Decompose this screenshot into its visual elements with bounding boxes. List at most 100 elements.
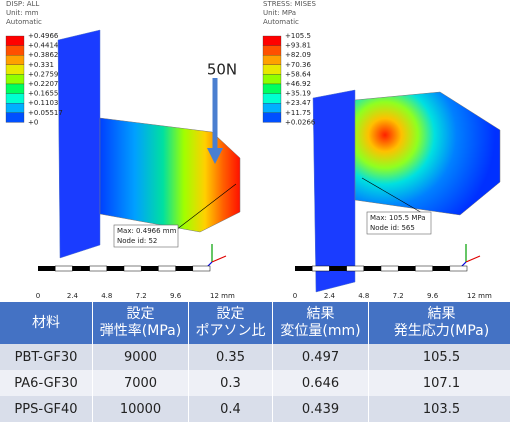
- legend-swatch: [5, 64, 25, 75]
- scale-label: 0: [36, 292, 40, 300]
- legend-swatch: [5, 112, 25, 123]
- header-row: 材料 設定 弾性率(MPa) 設定 ポアソン比 結果 変位量(mm) 結果 発生応力(MPa): [0, 302, 510, 344]
- table-row: PPS-GF40 10000 0.4 0.439 103.5: [0, 396, 510, 422]
- table-cell: PPS-GF40: [0, 396, 93, 422]
- header-line: 変位量(mm): [280, 323, 361, 339]
- legend-label: +0.1655: [28, 90, 58, 98]
- scale-segment: [363, 266, 381, 271]
- legend-label: +11.75: [285, 109, 311, 117]
- callout-box: [366, 211, 432, 235]
- scale-label: 7.2: [393, 292, 404, 300]
- legend-label: +0.331: [28, 61, 54, 69]
- legend-swatch: [5, 74, 25, 85]
- scale-segment: [432, 266, 450, 271]
- view-header: Automatic: [263, 18, 299, 26]
- table-cell: 105.5: [368, 344, 510, 370]
- legend-label: +58.64: [285, 70, 311, 78]
- scale-segment: [192, 265, 211, 272]
- load-arrow-head: [207, 148, 223, 164]
- table-row: PBT-GF30 9000 0.35 0.497 105.5: [0, 344, 510, 370]
- header-line: ポアソン比: [195, 323, 266, 339]
- table-cell: 103.5: [368, 396, 510, 422]
- scale-segment: [158, 265, 176, 272]
- legend-label: +0.1103: [28, 99, 58, 107]
- legend-label: +70.36: [285, 61, 311, 69]
- fea-part: [354, 91, 501, 216]
- legend-label: +0.3862: [28, 51, 58, 59]
- header-line: 発生応力(MPa): [393, 323, 490, 339]
- callout-text: Node id: 52: [117, 237, 157, 245]
- legend-swatch: [5, 83, 25, 94]
- header-line: 弾性率(MPa): [99, 323, 182, 339]
- legend-swatch: [5, 103, 25, 113]
- load-label: 50N: [207, 61, 237, 79]
- view-header: STRESS: MISES: [263, 0, 316, 8]
- table-cell: 0.4: [188, 396, 273, 422]
- scale-segment: [38, 266, 56, 271]
- callout-text: Node id: 565: [370, 224, 415, 232]
- legend-swatch: [5, 55, 25, 65]
- scale-segment: [449, 265, 468, 272]
- legend-label: +82.09: [285, 51, 311, 59]
- header-line: 設定: [126, 306, 155, 322]
- legend-label: +93.81: [285, 42, 311, 50]
- header-cell: 結果 発生応力(MPa): [368, 302, 510, 344]
- legend-label: +35.19: [285, 90, 311, 98]
- legend-label: +0.2759: [28, 70, 58, 78]
- legend-swatch: [262, 55, 282, 65]
- table-row: PA6-GF30 7000 0.3 0.646 107.1: [0, 370, 510, 396]
- view-header: Unit: MPa: [263, 9, 296, 17]
- scale-segment: [295, 266, 313, 271]
- legend-label: +23.47: [285, 99, 311, 107]
- fea-part: [312, 89, 356, 293]
- legend-label: +0.4966: [28, 32, 59, 40]
- scale-segment: [123, 265, 142, 272]
- scale-segment: [72, 266, 90, 271]
- header-line: 設定: [216, 306, 245, 322]
- scale-segment: [175, 266, 193, 271]
- view-header: Unit: mm: [6, 9, 39, 17]
- legend-label: +0.05517: [28, 109, 63, 117]
- legend-label: +0.0266: [285, 118, 316, 126]
- legend-swatch: [262, 64, 282, 75]
- table-cell: PA6-GF30: [0, 370, 93, 396]
- scale-label: 12 mm: [210, 292, 235, 300]
- table-cell: 10000: [92, 396, 189, 422]
- legend-swatch: [262, 35, 282, 46]
- table-cell: 0.35: [188, 344, 273, 370]
- scale-label: 2.4: [324, 292, 336, 300]
- scale-label: 4.8: [101, 292, 112, 300]
- callout-text: Max: 105.5 MPa: [370, 214, 426, 222]
- header-cell: 設定 弾性率(MPa): [92, 302, 189, 344]
- table-body: PBT-GF30 9000 0.35 0.497 105.5 PA6-GF30 7000 0.…: [0, 344, 510, 422]
- scale-segment: [415, 265, 433, 272]
- header-line: 結果: [306, 306, 335, 322]
- legend-swatch: [5, 35, 25, 46]
- legend-swatch: [262, 74, 282, 85]
- scale-segment: [398, 266, 416, 271]
- scale-segment: [329, 266, 347, 271]
- legend-swatch: [262, 45, 282, 56]
- scale-segment: [54, 265, 73, 272]
- header-line: 結果: [427, 306, 456, 322]
- legend-swatch: [262, 112, 282, 123]
- scale-segment: [346, 265, 365, 272]
- legend-label: +0.4414: [28, 42, 59, 50]
- view-header: DISP: ALL: [6, 0, 39, 8]
- header-cell: 材料: [0, 302, 93, 344]
- legend-swatch: [262, 93, 282, 104]
- table-cell: 9000: [92, 344, 189, 370]
- header-cell: 設定 ポアソン比: [188, 302, 273, 344]
- legend-label: +0: [28, 118, 38, 126]
- scale-label: 9.6: [170, 292, 182, 300]
- legend-swatch: [5, 93, 25, 104]
- callout-text: Max: 0.4966 mm: [117, 227, 177, 235]
- fea-part: [57, 29, 101, 259]
- view-header: Automatic: [6, 18, 42, 26]
- result-table: 材料 設定 弾性率(MPa) 設定 ポアソン比 結果 変位量(mm) 結果 発生応力(MPa) P…: [0, 302, 510, 422]
- scale-segment: [380, 265, 399, 272]
- callout-leader: [175, 183, 237, 231]
- legend-label: +105.5: [285, 32, 311, 40]
